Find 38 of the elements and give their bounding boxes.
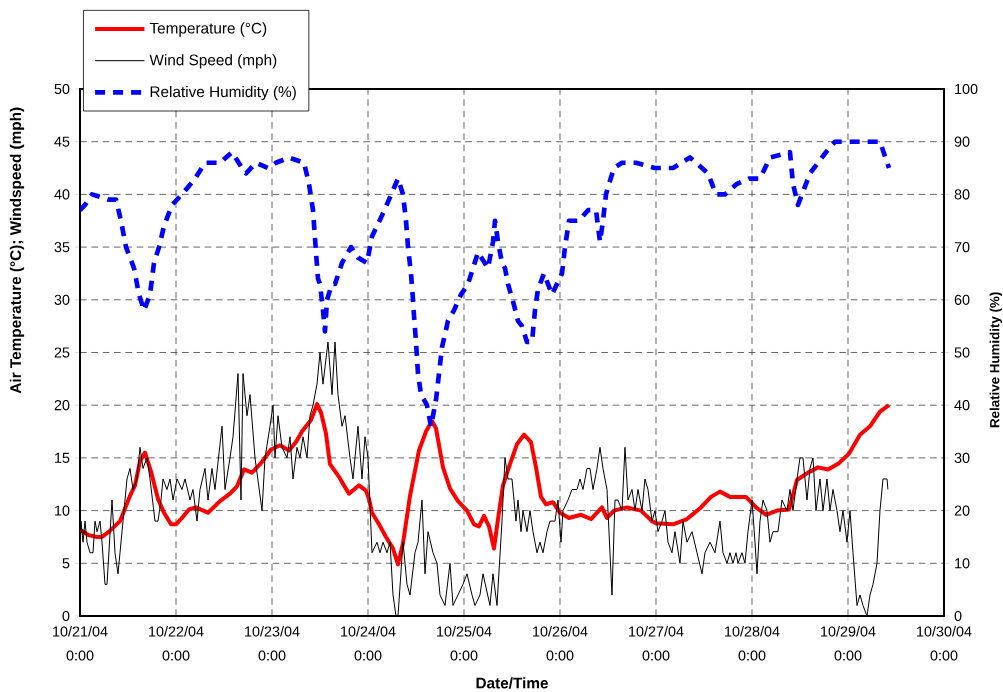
y2-tick-label: 90 bbox=[954, 136, 970, 147]
y-tick-label: 40 bbox=[54, 189, 70, 200]
y-tick-label: 0 bbox=[62, 610, 70, 622]
y-tick-label: 35 bbox=[54, 241, 70, 253]
legend-label: Wind Speed (mph) bbox=[149, 54, 277, 69]
x-tick-label: 10/24/04 0:00 bbox=[341, 626, 396, 661]
x-tick-label: 10/23/04 0:00 bbox=[245, 626, 300, 661]
y2-tick-label: 10 bbox=[955, 558, 970, 569]
y2-tick-label: 30 bbox=[954, 452, 970, 463]
y-tick-label: 20 bbox=[54, 400, 70, 411]
y2-tick-label: 50 bbox=[954, 347, 970, 358]
y2-tick-label: 0 bbox=[954, 610, 962, 622]
y-tick-label: 30 bbox=[54, 294, 70, 305]
y2-tick-label: 100 bbox=[955, 83, 978, 95]
x-axis-title: Date/Time bbox=[476, 677, 548, 689]
y-axis-title: Air Temperature (°C); Windspeed (mph) bbox=[9, 107, 25, 394]
y2-axis-title: Relative Humidity (%) bbox=[989, 292, 1003, 428]
y-tick-label: 5 bbox=[62, 558, 70, 569]
y2-tick-label: 80 bbox=[954, 189, 970, 200]
y2-tick-label: 70 bbox=[954, 241, 970, 253]
legend-label: Relative Humidity (%) bbox=[150, 85, 296, 101]
x-tick-label: 10/21/04 0:00 bbox=[53, 626, 108, 661]
x-tick-label: 10/25/04 0:00 bbox=[437, 626, 492, 661]
y2-tick-label: 20 bbox=[954, 505, 970, 516]
y-tick-label: 25 bbox=[54, 347, 70, 358]
x-tick-label: 10/27/04 0:00 bbox=[629, 626, 684, 661]
y-tick-label: 50 bbox=[54, 83, 70, 95]
x-tick-label: 10/30/04 0:00 bbox=[917, 626, 972, 661]
y-tick-label: 45 bbox=[54, 136, 70, 147]
legend-label: Temperature (°C) bbox=[149, 22, 267, 37]
y-tick-label: 10 bbox=[55, 505, 70, 516]
x-tick-label: 10/29/04 0:00 bbox=[821, 626, 876, 661]
x-tick-label: 10/22/04 0:00 bbox=[149, 626, 204, 661]
x-tick-label: 10/28/04 0:00 bbox=[725, 626, 780, 661]
y-tick-label: 15 bbox=[55, 452, 70, 463]
y2-tick-label: 60 bbox=[954, 294, 970, 305]
y2-tick-label: 40 bbox=[954, 400, 970, 411]
x-tick-label: 10/26/04 0:00 bbox=[533, 626, 588, 661]
